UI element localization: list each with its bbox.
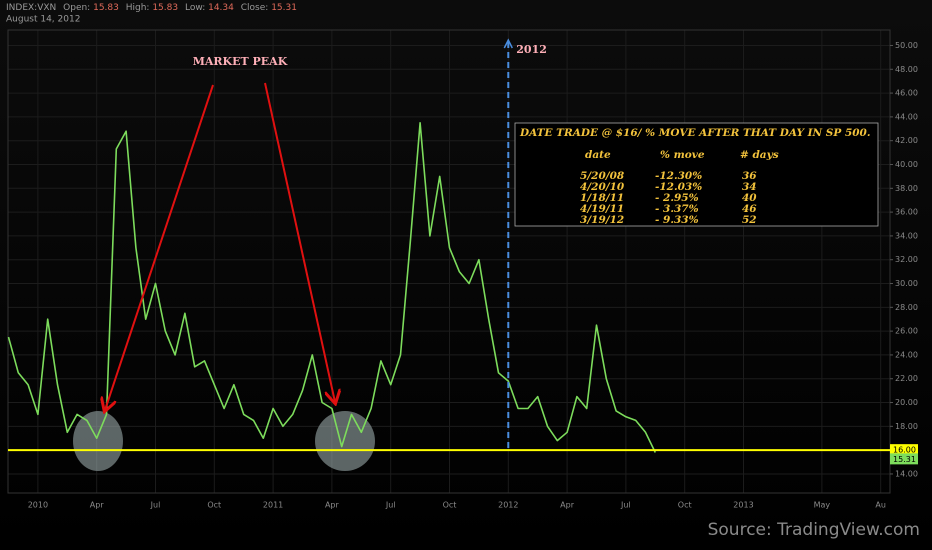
y-tick-label: 28.00 [895, 303, 918, 312]
x-tick-label: 2011 [263, 501, 283, 510]
annotation: MARKET PEAK [193, 55, 288, 68]
table-cell: 5/20/08 [580, 170, 625, 182]
open-label: Open: [63, 3, 90, 13]
y-tick-label: 46.00 [895, 89, 918, 98]
table-cell: - 3.37% [655, 203, 699, 215]
table-cell: 4/19/11 [580, 203, 624, 215]
y-tick-label: 42.00 [895, 136, 918, 145]
arrow [264, 82, 335, 402]
x-tick-label: Oct [443, 501, 457, 510]
y-tick-label: 38.00 [895, 184, 918, 193]
highlight [73, 411, 123, 471]
y-tick-label: 26.00 [895, 327, 918, 336]
header: INDEX:VXN Open: 15.83 High: 15.83 Low: 1… [6, 3, 297, 13]
source: Source: TradingView.com [708, 520, 920, 540]
table-header: # days [740, 149, 779, 161]
vline-label: 2012 [516, 43, 547, 56]
date: August 14, 2012 [6, 15, 80, 25]
y-tick-label: 20.00 [895, 398, 918, 407]
table-cell: 1/18/11 [580, 192, 624, 204]
x-tick-label: Apr [90, 501, 105, 510]
close-label: Close: [241, 3, 269, 13]
highlight [315, 411, 375, 471]
table-cell: 46 [742, 203, 757, 215]
high: 15.83 [152, 3, 178, 13]
x-tick-label: 2010 [28, 501, 48, 510]
y-tick-label: 36.00 [895, 208, 918, 217]
x-tick-label: Oct [207, 501, 221, 510]
table-header: % move [660, 149, 705, 161]
table-cell: 52 [742, 214, 757, 226]
close-tag [890, 453, 918, 465]
arrow [105, 84, 214, 410]
x-tick-label: Apr [325, 501, 340, 510]
table: date % move # days 5/20/08 -12.30% 36 4/20/10 -… [580, 149, 779, 226]
y-tick-label: 14.00 [895, 469, 918, 478]
table-cell: 36 [742, 170, 757, 182]
table-box [514, 122, 879, 227]
y-tick-label: 22.00 [895, 374, 918, 383]
table-cell: 34 [742, 181, 757, 193]
y-tick-label: 40.00 [895, 160, 918, 169]
table-title: DATE TRADE @ $16/ % MOVE AFTER THAT DAY … [519, 127, 871, 139]
x-tick-label: Jul [150, 501, 161, 510]
y-tick-label: 34.00 [895, 231, 918, 240]
symbol: INDEX:VXN [6, 3, 56, 13]
x-tick-label: Au [875, 501, 886, 510]
low: 14.34 [208, 3, 234, 13]
table-cell: -12.30% [655, 170, 702, 182]
table-cell: 40 [742, 192, 757, 204]
x-tick-label: Jul [385, 501, 396, 510]
y-tick-label: 32.00 [895, 255, 918, 264]
price-line [7, 122, 657, 453]
vline-arrow [503, 38, 513, 49]
x-tick-label: Apr [560, 501, 575, 510]
y-tick-label: 24.00 [895, 350, 918, 359]
x-tick-label: May [814, 501, 831, 510]
plot-frame [7, 29, 891, 494]
y-tick-label: 44.00 [895, 112, 918, 121]
x-tick-label: Oct [678, 501, 692, 510]
y-tick-label: 48.00 [895, 65, 918, 74]
table-header: date [585, 149, 611, 161]
table-cell: 4/20/10 [580, 181, 625, 193]
table-cell: - 9.33% [655, 214, 699, 226]
table-cell: - 2.95% [655, 192, 699, 204]
open: 15.83 [93, 3, 119, 13]
y-tick-label: 18.00 [895, 422, 918, 431]
low-label: Low: [185, 3, 205, 13]
x-tick-label: 2012 [498, 501, 518, 510]
y-tick-label: 50.00 [895, 41, 918, 50]
table-cell: 3/19/12 [580, 214, 624, 226]
reference-tag [890, 444, 918, 457]
close-label: 15.31 [893, 455, 916, 464]
x-tick-label: Jul [620, 501, 631, 510]
x-tick-label: 2013 [733, 501, 753, 510]
table-cell: -12.03% [655, 181, 702, 193]
plot [7, 122, 657, 453]
close: 15.31 [271, 3, 297, 13]
y-tick-label: 30.00 [895, 279, 918, 288]
reference-label: 16.00 [893, 446, 916, 455]
high-label: High: [126, 3, 150, 13]
